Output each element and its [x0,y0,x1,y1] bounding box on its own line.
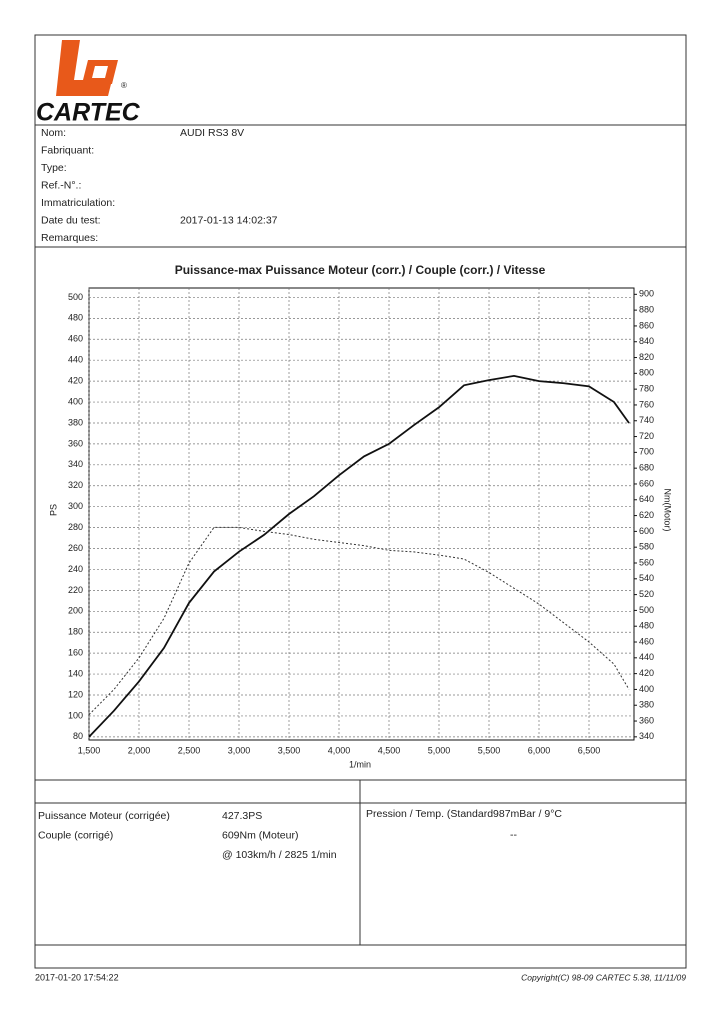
chart-title: Puissance-max Puissance Moteur (corr.) /… [175,263,546,277]
y2-tick-label: 760 [639,399,654,409]
y2-axis-label: Nm(Motor) [663,489,673,532]
result-text: Pression / Temp. (Standard987mBar / 9°C [366,808,562,820]
y2-tick-label: 880 [639,305,654,315]
y-tick-label: 340 [68,459,83,469]
y2-tick-label: 460 [639,636,654,646]
y2-tick-label: 660 [639,478,654,488]
x-tick-label: 2,500 [178,745,201,755]
x-tick-label: 5,500 [478,745,501,755]
y-tick-label: 140 [68,668,83,678]
field-label: Date du test: [41,214,101,226]
x-tick-label: 3,500 [278,745,301,755]
field-value: 2017-01-13 14:02:37 [180,214,278,226]
print-date: 2017-01-20 17:54:22 [35,972,119,982]
y2-tick-label: 560 [639,557,654,567]
y-tick-label: 200 [68,606,83,616]
y2-tick-label: 900 [639,289,654,299]
y-tick-label: 400 [68,396,83,406]
y2-tick-label: 620 [639,510,654,520]
y2-tick-label: 780 [639,384,654,394]
y2-tick-label: 580 [639,542,654,552]
y-tick-label: 460 [68,334,83,344]
field-label: Ref.-N°.: [41,179,81,191]
y-tick-label: 180 [68,627,83,637]
y-tick-label: 240 [68,564,83,574]
x-tick-label: 4,500 [378,745,401,755]
y2-tick-label: 600 [639,526,654,536]
x-tick-label: 2,000 [128,745,151,755]
outer-frame [34,34,687,969]
y-tick-label: 320 [68,480,83,490]
y2-tick-label: 740 [639,415,654,425]
y2-tick-label: 520 [639,589,654,599]
y-tick-label: 380 [68,417,83,427]
series-line [88,374,630,738]
x-tick-label: 4,000 [328,745,351,755]
y2-tick-label: 360 [639,715,654,725]
logo-registered: ® [121,81,127,90]
field-value: AUDI RS3 8V [180,127,244,139]
y2-tick-label: 420 [639,668,654,678]
plot-frame [88,287,635,741]
x-tick-label: 3,000 [228,745,251,755]
x-tick-label: 1,500 [78,745,101,755]
y-tick-label: 500 [68,292,83,302]
result-label: Puissance Moteur (corrigée) [38,810,170,822]
result-value: 609Nm (Moteur) [222,829,298,841]
y-tick-label: 120 [68,689,83,699]
field-label: Nom: [41,127,66,139]
y2-tick-label: 400 [639,684,654,694]
y2-tick-label: 640 [639,494,654,504]
y2-tick-label: 840 [639,336,654,346]
y-tick-label: 220 [68,585,83,595]
y2-tick-label: 820 [639,352,654,362]
y-tick-label: 480 [68,313,83,323]
y-tick-label: 360 [68,438,83,448]
y2-tick-label: 480 [639,621,654,631]
y2-tick-label: 540 [639,573,654,583]
x-tick-label: 6,500 [578,745,601,755]
result-label: Couple (corrigé) [38,829,113,841]
series-line [88,526,630,716]
result-value: 427.3PS [222,810,262,822]
y2-tick-label: 500 [639,605,654,615]
copyright: Copyright(C) 98-09 CARTEC 5.38, 11/11/09 [521,972,686,982]
x-tick-label: 5,000 [428,745,451,755]
y-tick-label: 260 [68,543,83,553]
y2-tick-label: 680 [639,463,654,473]
x-axis-label: 1/min [349,759,371,769]
field-label: Immatriculation: [41,197,115,209]
y-tick-label: 420 [68,375,83,385]
y2-tick-label: 720 [639,431,654,441]
logo: CARTEC ® [36,40,141,127]
y-tick-label: 80 [73,731,83,741]
y2-tick-label: 380 [639,700,654,710]
y-tick-label: 160 [68,648,83,658]
y-tick-label: 100 [68,710,83,720]
y2-tick-label: 340 [639,731,654,741]
field-label: Type: [41,162,67,174]
y2-tick-label: 700 [639,447,654,457]
y2-tick-label: 860 [639,320,654,330]
y2-tick-label: 440 [639,652,654,662]
y-tick-label: 300 [68,501,83,511]
y-tick-label: 440 [68,355,83,365]
result-value: @ 103km/h / 2825 1/min [222,849,337,861]
y-axis-label: PS [48,504,58,516]
y-tick-label: 280 [68,522,83,532]
x-tick-label: 6,000 [528,745,551,755]
logo-text: CARTEC [36,99,141,127]
field-label: Fabriquant: [41,144,94,156]
field-label: Remarques: [41,232,98,244]
result-text: -- [510,829,517,841]
y2-tick-label: 800 [639,368,654,378]
